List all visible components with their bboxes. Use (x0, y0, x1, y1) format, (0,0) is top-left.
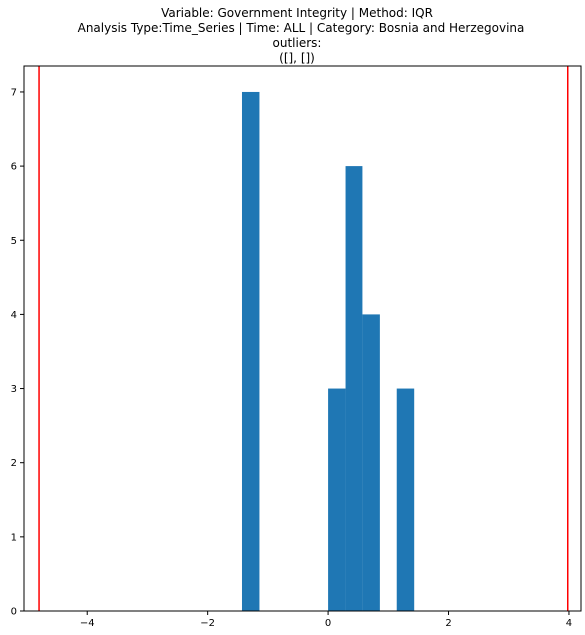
y-axis: 0 1 2 3 4 5 6 7 (11, 87, 24, 618)
histogram-bar-3 (345, 166, 363, 611)
histogram-bar-1 (241, 91, 260, 611)
x-tick-label: −2 (200, 618, 215, 629)
histogram-bars (241, 91, 415, 611)
y-tick-label: 5 (11, 236, 17, 247)
title-line-3: outliers: (273, 36, 322, 50)
chart-title: Variable: Government Integrity | Method:… (78, 6, 525, 65)
y-tick-label: 4 (11, 310, 17, 321)
histogram-bar-2 (328, 388, 346, 611)
y-tick-label: 1 (11, 532, 17, 543)
x-axis: −4 −2 0 2 4 (80, 611, 572, 629)
title-line-4: ([], []) (279, 51, 315, 65)
y-tick-label: 3 (11, 384, 17, 395)
plot-frame (23, 65, 582, 612)
x-tick-label: 2 (445, 618, 451, 629)
x-tick-label: −4 (80, 618, 95, 629)
x-tick-label: 4 (566, 618, 572, 629)
x-tick-label: 0 (325, 618, 331, 629)
y-tick-label: 6 (11, 162, 17, 173)
y-tick-label: 0 (11, 607, 17, 618)
title-line-1: Variable: Government Integrity | Method:… (161, 6, 433, 20)
title-line-2: Analysis Type:Time_Series | Time: ALL | … (78, 21, 525, 35)
threshold-lines (38, 66, 569, 611)
y-tick-label: 7 (11, 87, 17, 98)
histogram-bar-5 (396, 388, 415, 611)
y-tick-label: 2 (11, 458, 17, 469)
histogram-bar-4 (362, 314, 380, 611)
